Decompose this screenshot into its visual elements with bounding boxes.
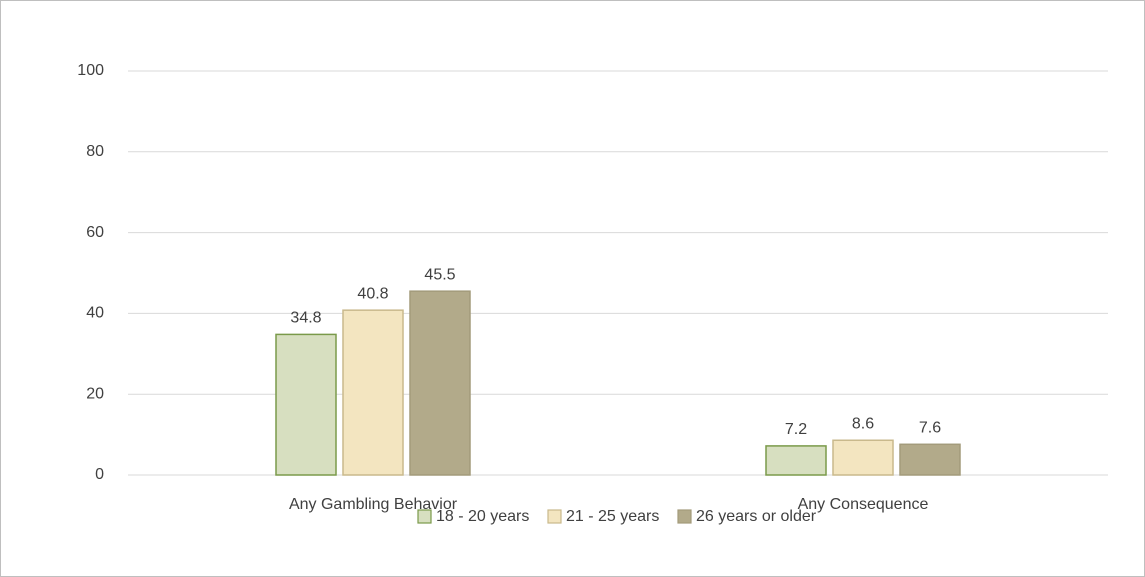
bar xyxy=(832,439,894,476)
bar xyxy=(342,309,404,476)
bar xyxy=(409,290,471,476)
data-label: 7.2 xyxy=(785,421,807,438)
legend-label: 18 - 20 years xyxy=(436,508,529,525)
bar xyxy=(765,445,827,476)
data-label: 34.8 xyxy=(290,310,321,327)
x-tick-label: Any Gambling Behavior xyxy=(289,496,458,513)
legend-label: 21 - 25 years xyxy=(566,508,659,525)
y-tick-label: 100 xyxy=(77,62,104,79)
y-tick-label: 60 xyxy=(86,224,104,241)
y-tick-label: 0 xyxy=(95,466,104,483)
data-label: 7.6 xyxy=(919,420,941,437)
y-tick-label: 20 xyxy=(86,385,104,402)
data-label: 8.6 xyxy=(852,415,874,432)
y-tick-label: 80 xyxy=(86,143,104,160)
data-label: 40.8 xyxy=(357,285,388,302)
data-label: 45.5 xyxy=(424,266,455,283)
x-tick-label: Any Consequence xyxy=(798,496,929,513)
y-tick-label: 40 xyxy=(86,305,104,322)
legend-swatch xyxy=(677,509,692,524)
bar xyxy=(275,333,337,476)
legend-swatch xyxy=(417,509,432,524)
bar xyxy=(899,443,961,476)
legend-swatch xyxy=(547,509,562,524)
legend-label: 26 years or older xyxy=(696,508,817,525)
